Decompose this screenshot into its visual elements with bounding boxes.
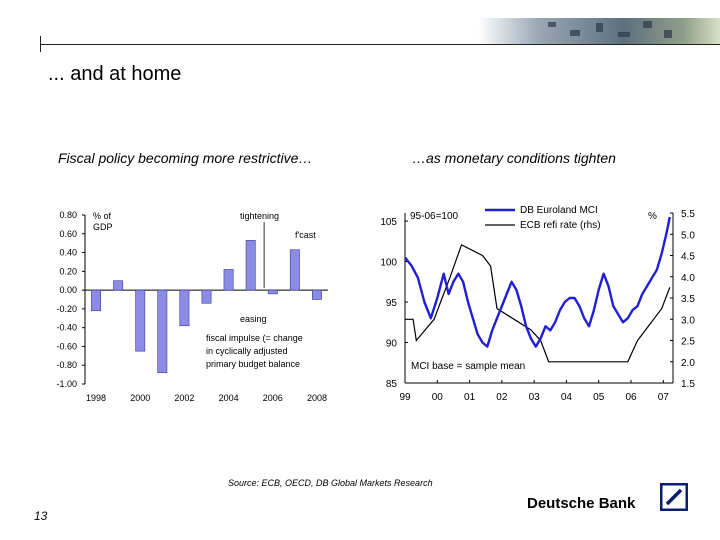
x-tick-label: 00 xyxy=(432,392,444,403)
y-tick-label: -0.40 xyxy=(56,323,77,333)
monetary-conditions-chart: 105 100 95 90 85 5.5 5.0 4.5 4.0 3.5 3.0 2.5 2.0 1.5 9… xyxy=(380,205,695,403)
right-tick-label: 1.5 xyxy=(681,379,695,390)
bar-2005 xyxy=(245,240,256,291)
left-axis-label: 95-06=100 xyxy=(410,211,459,222)
x-tick-label: 2002 xyxy=(174,393,194,403)
right-axis-label: % xyxy=(648,211,657,222)
slide-title: ... and at home xyxy=(48,63,182,85)
right-tick-label: 3.0 xyxy=(681,315,695,326)
easing-annotation: easing xyxy=(240,314,267,324)
header-rule-tick xyxy=(40,36,41,52)
bar-2007 xyxy=(289,249,300,291)
bar-2000 xyxy=(135,289,146,352)
note-line-2: in cyclically adjusted xyxy=(206,346,288,356)
y-tick-label: 0.80 xyxy=(59,210,77,220)
deutsche-bank-logo-icon xyxy=(660,483,688,511)
bar-2004 xyxy=(223,269,234,291)
tightening-annotation: tightening xyxy=(240,211,279,221)
left-tick-label: 105 xyxy=(380,217,397,228)
y-tick-label: 0.20 xyxy=(59,266,77,276)
header-banner xyxy=(478,18,720,44)
right-tick-label: 2.5 xyxy=(681,337,695,348)
right-tick-label: 4.0 xyxy=(681,273,695,284)
right-tick-label: 4.5 xyxy=(681,252,695,263)
x-tick-label: 05 xyxy=(593,392,605,403)
left-chart-subtitle: Fiscal policy becoming more restrictive… xyxy=(58,150,313,166)
left-tick-label: 95 xyxy=(386,298,398,309)
bar-2003 xyxy=(201,289,212,304)
bar-2006 xyxy=(267,289,278,295)
right-tick-label: 2.0 xyxy=(681,358,695,369)
brand-name: Deutsche Bank xyxy=(527,495,636,512)
series-ecb-refi-rate xyxy=(405,244,671,363)
y-tick-label: -0.80 xyxy=(56,360,77,370)
legend-label-mci: DB Euroland MCI xyxy=(520,205,598,216)
x-tick-label: 01 xyxy=(464,392,476,403)
right-tick-label: 5.5 xyxy=(681,209,695,220)
header-rule xyxy=(40,44,720,45)
x-tick-label: 2008 xyxy=(307,393,327,403)
y-tick-label: 0.60 xyxy=(59,229,77,239)
x-tick-label: 04 xyxy=(561,392,573,403)
fiscal-impulse-chart: 0.80 0.60 0.40 0.20 0.00 -0.20 -0.40 -0.60 -0.80… xyxy=(56,210,328,403)
x-tick-label: 1998 xyxy=(86,393,106,403)
mci-base-annotation: MCI base = sample mean xyxy=(411,361,525,372)
x-tick-label: 07 xyxy=(658,392,670,403)
right-tick-label: 5.0 xyxy=(681,230,695,241)
forecast-annotation: f'cast xyxy=(295,230,316,240)
y-tick-label: 0.00 xyxy=(59,285,77,295)
y-tick-label: 0.40 xyxy=(59,248,77,258)
y-axis-label-2: GDP xyxy=(93,222,113,232)
legend-label-refi: ECB refi rate (rhs) xyxy=(520,220,601,231)
left-tick-label: 100 xyxy=(380,258,397,269)
bar-1999 xyxy=(113,280,124,291)
left-tick-label: 85 xyxy=(386,379,398,390)
right-chart-subtitle: …as monetary conditions tighten xyxy=(412,150,616,166)
series-db-euroland-mci xyxy=(404,216,671,348)
bar-2008 xyxy=(312,289,322,300)
x-tick-label: 06 xyxy=(625,392,637,403)
page-number: 13 xyxy=(34,509,48,523)
right-tick-label: 3.5 xyxy=(681,294,695,305)
y-tick-label: -0.20 xyxy=(56,304,77,314)
x-tick-label: 03 xyxy=(529,392,541,403)
y-axis-label-1: % of xyxy=(93,211,112,221)
x-tick-label: 99 xyxy=(399,392,411,403)
x-tick-label: 2000 xyxy=(130,393,150,403)
bar-2002 xyxy=(179,289,190,327)
y-tick-label: -1.00 xyxy=(56,379,77,389)
x-tick-label: 2006 xyxy=(263,393,283,403)
note-line-1: fiscal impulse (= change xyxy=(206,333,303,343)
y-tick-label: -0.60 xyxy=(56,341,77,351)
source-note: Source: ECB, OECD, DB Global Markets Res… xyxy=(228,478,433,488)
x-tick-label: 02 xyxy=(496,392,508,403)
note-line-3: primary budget balance xyxy=(206,359,300,369)
bar-1998 xyxy=(91,289,101,312)
x-tick-label: 2004 xyxy=(219,393,239,403)
bar-2001 xyxy=(157,289,168,374)
left-tick-label: 90 xyxy=(386,339,398,350)
